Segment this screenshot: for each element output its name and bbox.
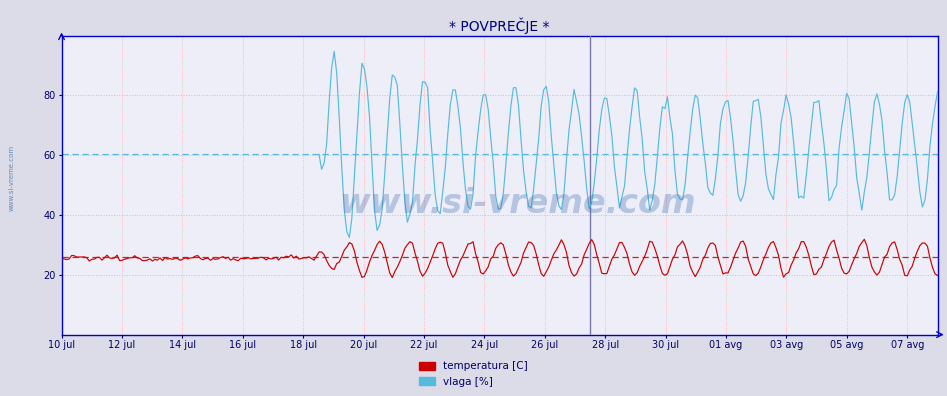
Text: www.si-vreme.com: www.si-vreme.com <box>9 145 14 211</box>
Title: * POVPREČJE *: * POVPREČJE * <box>449 18 550 34</box>
Legend: temperatura [C], vlaga [%]: temperatura [C], vlaga [%] <box>415 357 532 391</box>
Text: www.si-vreme.com: www.si-vreme.com <box>339 187 695 219</box>
